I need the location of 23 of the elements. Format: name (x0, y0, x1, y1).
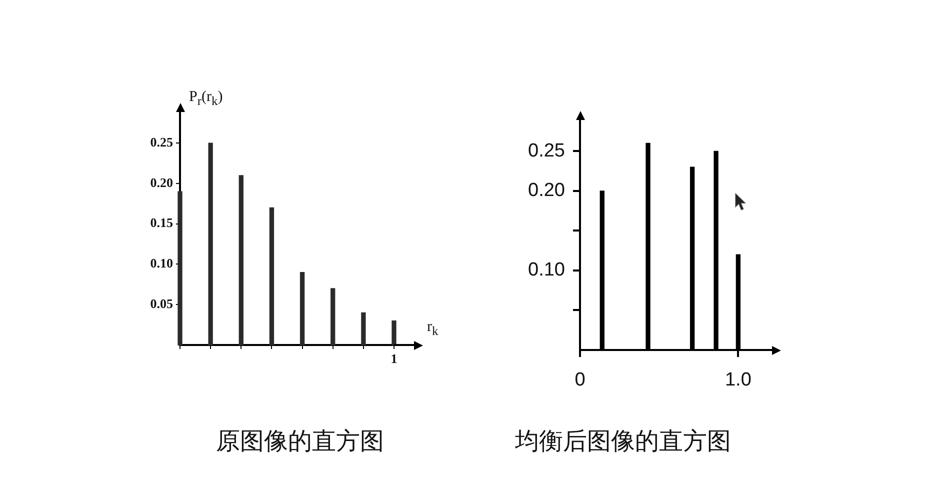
bar (361, 312, 366, 346)
x-tick-label: 0 (574, 370, 586, 391)
y-tick-label: 0.10 (150, 256, 173, 271)
bar (269, 207, 274, 346)
y-tick-label: 0.20 (150, 174, 173, 190)
bar (300, 272, 305, 346)
y-tick-label: 0.10 (528, 260, 565, 281)
text: 原图像的直方图 (216, 428, 384, 457)
y-tick-label: 0.25 (528, 140, 565, 162)
bar (392, 320, 396, 346)
y-tick-label: 0.20 (528, 180, 565, 202)
x-tick-label: 1 (390, 351, 398, 366)
y-axis-title: P$_{r}$(r$_{k}$) (189, 88, 223, 109)
y-tick-label: 0.05 (150, 296, 174, 311)
x-axis-title: r$_{k}$ (427, 319, 438, 339)
x-tick-label: 1.0 (724, 370, 752, 391)
bar (238, 175, 244, 346)
text: 均衡后图像的直方图 (515, 428, 731, 457)
y-tick-label: 0.15 (150, 215, 174, 230)
bar (330, 288, 336, 346)
y-tick-label: 0.25 (150, 134, 174, 150)
bar (178, 191, 182, 346)
bar (208, 142, 213, 346)
